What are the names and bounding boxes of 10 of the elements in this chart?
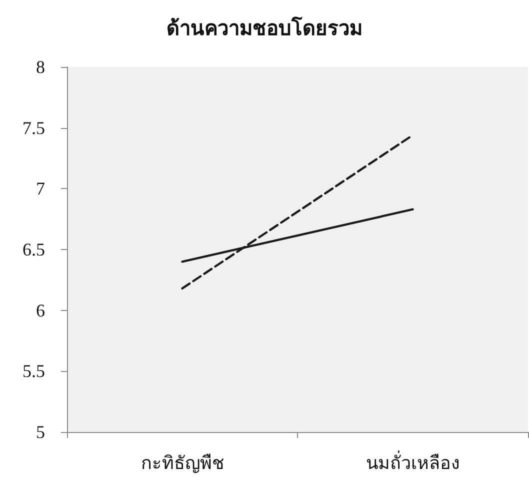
chart-title: ด้านความชอบโดยรวม [166, 16, 362, 40]
y-tick-label: 7 [36, 178, 45, 199]
y-tick-label: 6.5 [22, 240, 45, 260]
y-tick-label: 5.5 [22, 361, 45, 382]
x-tick-label: นมถั่วเหลือง [366, 450, 460, 473]
x-tick-label: กะทิธัญพืช [140, 453, 224, 473]
y-tick-label: 6 [36, 300, 45, 320]
y-tick-label: 7.5 [22, 118, 45, 138]
y-tick-label: 5 [36, 422, 45, 442]
y-tick-label: 8 [36, 57, 45, 77]
